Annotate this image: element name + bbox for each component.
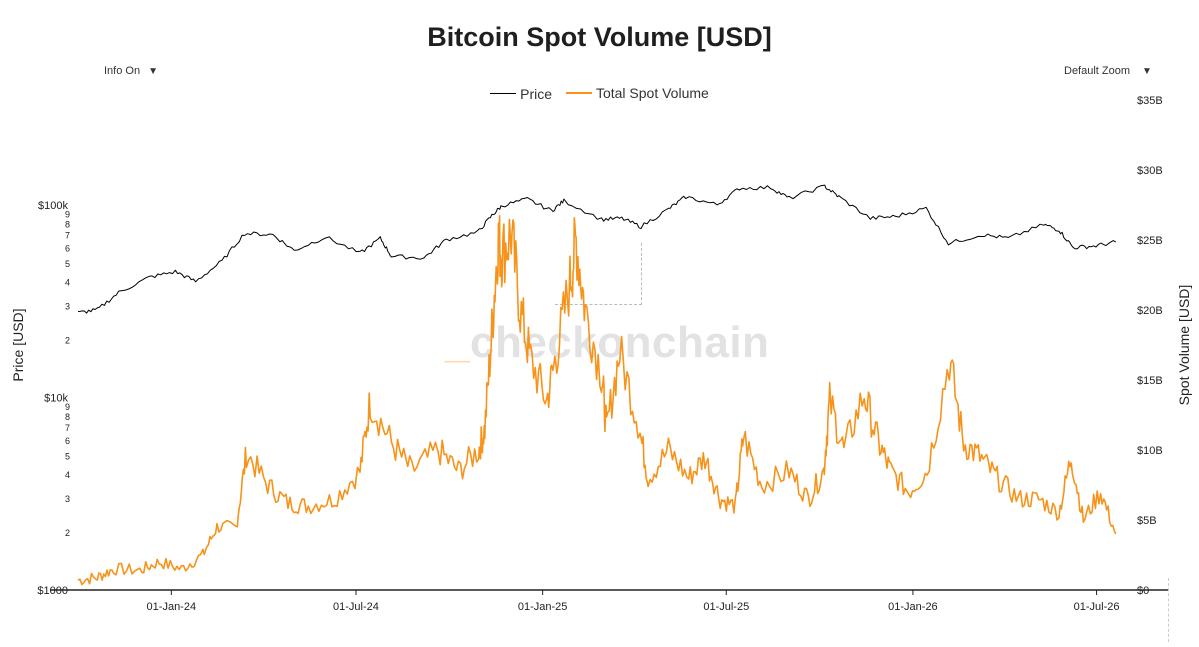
y-left-tick-label: 4 xyxy=(65,277,70,287)
info-toggle-label: Info On xyxy=(104,65,141,77)
x-tick-label: 01-Jul-24 xyxy=(333,601,379,613)
x-tick-label: 01-Jan-24 xyxy=(147,601,197,613)
info-toggle-dropdown[interactable]: Info On ▼ xyxy=(104,65,158,77)
volume-series-line xyxy=(77,215,1117,586)
y-right-tick-label: $5B xyxy=(1137,515,1157,527)
y-left-tick-label: 7 xyxy=(65,231,70,241)
edge-divider xyxy=(1168,578,1169,642)
y-right-tick-label: $35B xyxy=(1137,95,1163,107)
y-right-tick-label: $10B xyxy=(1137,445,1163,457)
y-left-tick-label: $100k xyxy=(38,200,68,212)
legend-item-volume[interactable]: Total Spot Volume xyxy=(565,85,709,101)
y-left-tick-label: 9 xyxy=(65,210,70,220)
y-left-tick-label: 2 xyxy=(65,528,70,538)
legend-label-price: Price xyxy=(520,85,553,102)
legend-swatch-volume xyxy=(565,92,592,94)
y-left-tick-label: 5 xyxy=(65,451,70,461)
y-axis-right-label: Spot Volume [USD] xyxy=(1176,284,1192,406)
x-tick-label: 01-Jul-26 xyxy=(1074,601,1120,613)
price-series-line xyxy=(77,184,1117,314)
y-right-tick-label: $15B xyxy=(1137,375,1163,387)
y-left-tick-label: 8 xyxy=(65,412,70,422)
y-axis-left-label: Price [USD] xyxy=(10,308,26,382)
y-left-tick-label: 4 xyxy=(65,470,70,480)
y-left-tick-label: 6 xyxy=(65,244,70,254)
y-right-tick-label: $30B xyxy=(1137,165,1163,177)
legend-swatch-price xyxy=(490,93,517,94)
y-left-tick-label: $10k xyxy=(44,392,68,404)
y-left-tick-label: 3 xyxy=(65,494,70,504)
y-left-tick-label: 9 xyxy=(65,402,70,412)
chevron-down-icon: ▼ xyxy=(148,66,158,77)
y-left-tick-label: 2 xyxy=(65,335,70,345)
y-left-tick-label: $1000 xyxy=(37,585,68,597)
y-left-tick-label: 6 xyxy=(65,436,70,446)
x-tick-label: 01-Jan-25 xyxy=(518,601,568,613)
chart-title: Bitcoin Spot Volume [USD] xyxy=(427,22,772,52)
y-left-tick-label: 3 xyxy=(65,301,70,311)
y-left-tick-label: 5 xyxy=(65,259,70,269)
y-right-tick-label: $20B xyxy=(1137,305,1163,317)
chart-legend: Price Total Spot Volume xyxy=(0,81,1199,102)
y-right-tick-label: $25B xyxy=(1137,235,1163,247)
x-tick-label: 01-Jan-26 xyxy=(888,601,938,613)
legend-item-price[interactable]: Price xyxy=(490,86,552,102)
chevron-down-icon: ▼ xyxy=(1142,66,1152,77)
x-tick-label: 01-Jul-25 xyxy=(703,601,749,613)
zoom-dropdown[interactable]: Default Zoom ▼ xyxy=(1064,65,1152,77)
zoom-label: Default Zoom xyxy=(1064,65,1131,77)
legend-label-volume: Total Spot Volume xyxy=(595,85,709,101)
y-right-tick-label: $0 xyxy=(1137,585,1149,597)
y-left-tick-label: 7 xyxy=(65,423,70,433)
y-left-tick-label: 8 xyxy=(65,219,70,229)
zoom-selection-box xyxy=(555,243,642,305)
watermark: _checkonchain xyxy=(445,318,770,367)
